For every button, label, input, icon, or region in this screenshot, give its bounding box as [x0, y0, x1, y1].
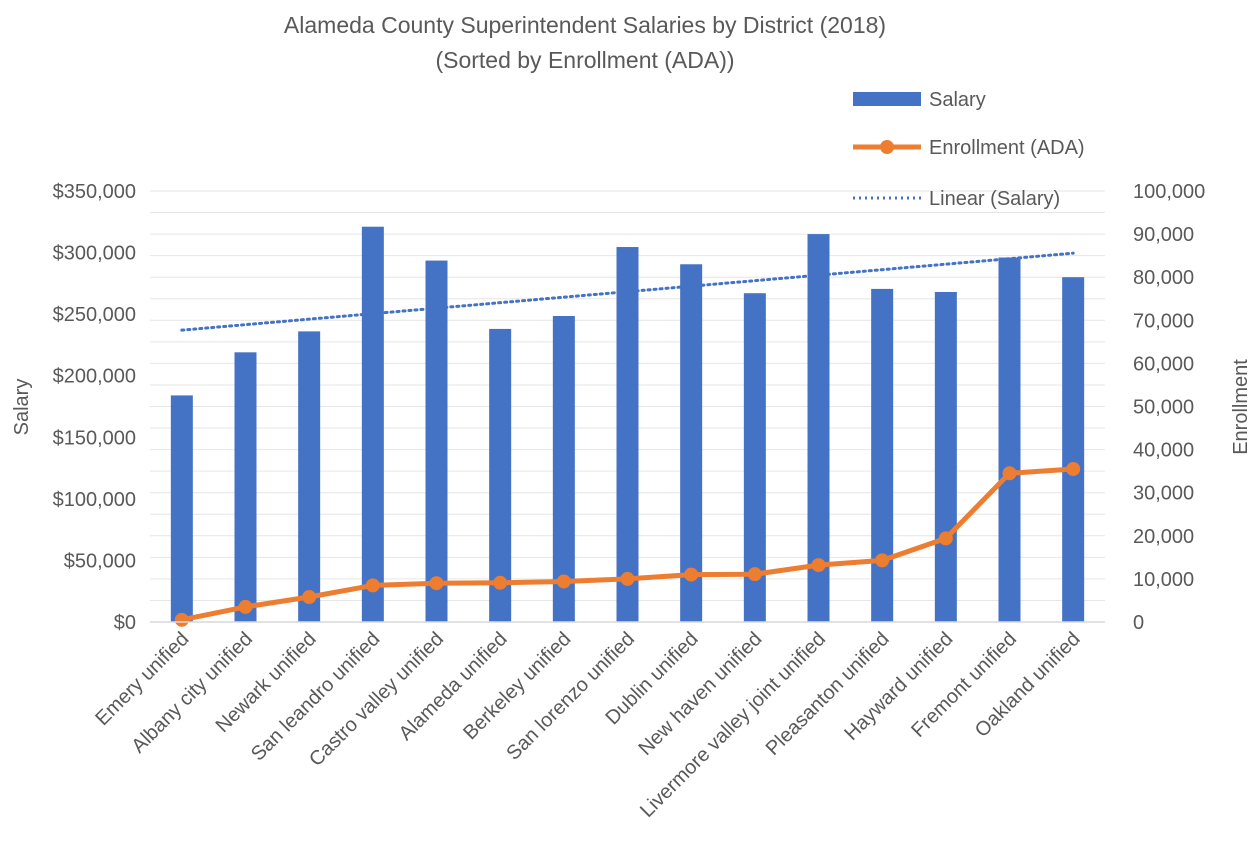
enrollment-point [620, 571, 635, 586]
enrollment-point [302, 590, 317, 605]
salary-bar [743, 293, 766, 622]
x-tick-label: Berkeley unified [459, 628, 575, 744]
x-tick-label: New haven unified [634, 628, 766, 760]
y-right-tick-label: 60,000 [1133, 353, 1194, 375]
salary-bar [934, 291, 957, 622]
enrollment-point [365, 578, 380, 593]
y-left-tick-label: $300,000 [53, 243, 136, 265]
y-right-tick-label: 90,000 [1133, 224, 1194, 246]
salary-trendline [180, 251, 1075, 332]
salary-bar [680, 264, 703, 622]
y-axis-left-title: Salary [11, 379, 33, 436]
y-left-tick-label: $150,000 [53, 427, 136, 449]
chart-title: Alameda County Superintendent Salaries b… [284, 12, 886, 38]
enrollment-point [238, 599, 253, 614]
legend-label-trendline: Linear (Salary) [929, 188, 1060, 210]
enrollment-line-group [174, 461, 1081, 627]
salary-bar [616, 247, 639, 622]
legend: Salary Enrollment (ADA) Linear (Salary) [853, 89, 1085, 210]
y-right-tick-label: 30,000 [1133, 483, 1194, 505]
salary-bar [998, 257, 1021, 622]
y-left-tick-label: $50,000 [64, 550, 136, 572]
enrollment-point [938, 531, 953, 546]
x-tick-label: Pleasanton unified [762, 628, 894, 760]
y-left-tick-label: $250,000 [53, 304, 136, 326]
y-right-tick-label: 100,000 [1133, 181, 1205, 203]
enrollment-point [1066, 461, 1081, 476]
salary-bar [552, 315, 575, 622]
chart-subtitle: (Sorted by Enrollment (ADA)) [435, 47, 734, 73]
y-left-tick-label: $200,000 [53, 366, 136, 388]
y-right-tick-label: 40,000 [1133, 440, 1194, 462]
y-right-tick-label: 20,000 [1133, 526, 1194, 548]
enrollment-point [747, 567, 762, 582]
enrollment-point [556, 574, 571, 589]
legend-label-salary: Salary [929, 89, 986, 111]
legend-label-enrollment: Enrollment (ADA) [929, 137, 1085, 159]
y-right-tick-label: 50,000 [1133, 397, 1194, 419]
y-left-tick-label: $350,000 [53, 181, 136, 203]
salary-trendline-group [180, 251, 1075, 332]
enrollment-point [174, 612, 189, 627]
y-right-tick-label: 10,000 [1133, 569, 1194, 591]
enrollment-point [875, 553, 890, 568]
x-tick-label: Albany city unified [127, 628, 257, 758]
y-left-tick-label: $0 [114, 612, 136, 634]
enrollment-point [493, 575, 508, 590]
salary-bar [425, 260, 448, 622]
salary-bar [807, 234, 830, 622]
x-tick-label: Alameda unified [395, 628, 512, 745]
enrollment-point [1002, 466, 1017, 481]
legend-swatch-enrollment-marker [880, 140, 894, 154]
legend-swatch-salary [853, 92, 921, 106]
y-right-tick-label: 0 [1133, 612, 1144, 634]
enrollment-point [811, 558, 826, 573]
enrollment-point [429, 576, 444, 591]
salary-bar [298, 331, 321, 622]
salary-bar [361, 226, 384, 622]
y-right-tick-label: 70,000 [1133, 310, 1194, 332]
y-right-tick-label: 80,000 [1133, 267, 1194, 289]
salary-bar [1062, 277, 1085, 622]
y-axis-right-title: Enrollment [1230, 359, 1252, 455]
y-left-tick-label: $100,000 [53, 489, 136, 511]
salary-bars [170, 226, 1085, 622]
salary-bar [234, 352, 257, 622]
salary-bar [489, 328, 512, 622]
enrollment-point [684, 567, 699, 582]
salary-bar [170, 395, 193, 622]
salary-bar [871, 288, 894, 622]
x-tick-label: Hayward unified [840, 628, 957, 745]
